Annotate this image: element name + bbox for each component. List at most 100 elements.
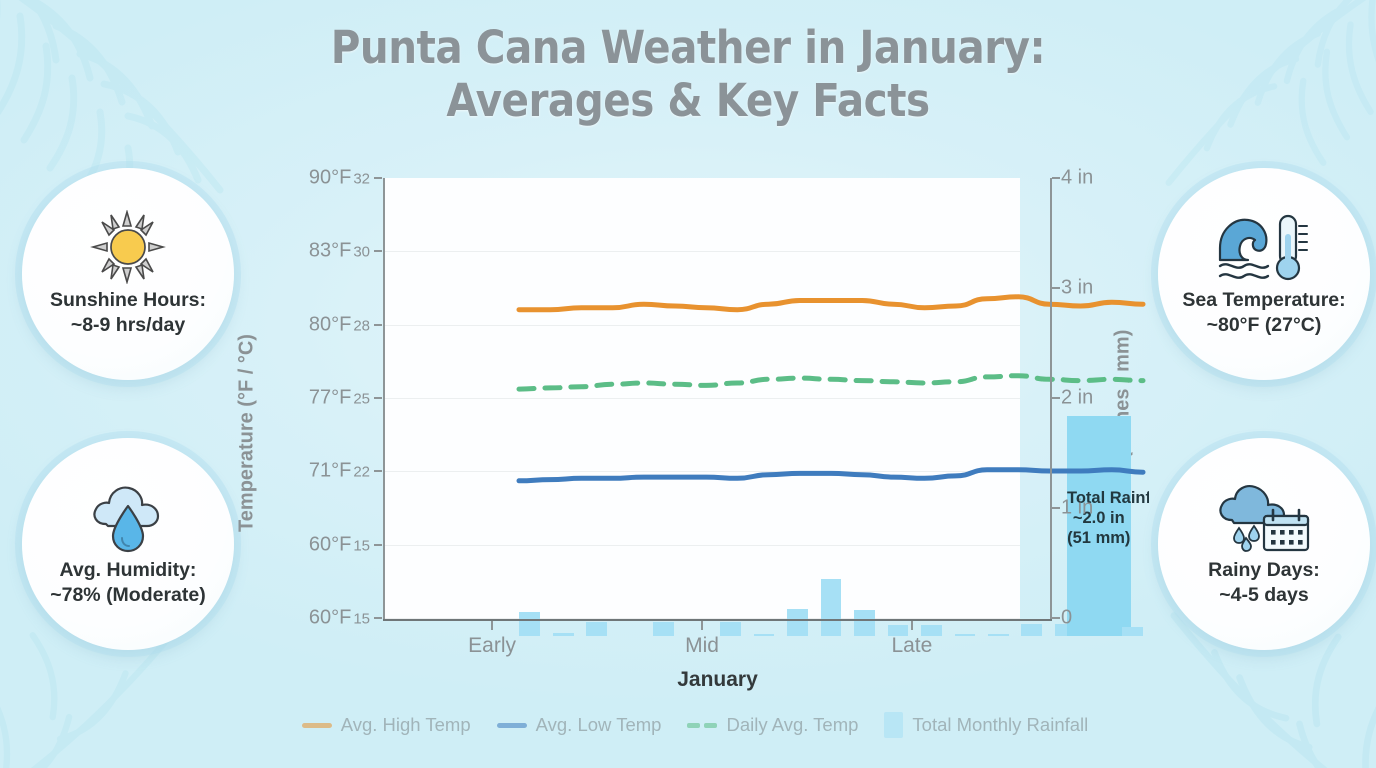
legend-line-swatch <box>301 722 332 728</box>
palm-leaf-watermark-bottom-left <box>0 548 260 768</box>
y-label-celsius: 32 <box>353 170 370 188</box>
y-label-fahrenheit: 83°F <box>308 239 352 262</box>
info-card-label: Avg. Humidity: <box>59 559 197 582</box>
x-axis-label: Mid <box>685 634 719 657</box>
y-axis-left-tick <box>374 543 382 546</box>
rainfall-bar <box>921 625 942 636</box>
gridline <box>384 324 1020 326</box>
y-axis-right-tick <box>1052 177 1060 179</box>
y-axis-left-tick <box>374 470 382 473</box>
y-axis-left-label: 60°F 15 <box>309 607 370 630</box>
gridline <box>384 618 1020 619</box>
info-card-sea-temperature[interactable]: Sea Temperature: ~80°F (27°C) <box>1158 168 1370 380</box>
rainfall-bar <box>1021 623 1043 636</box>
rainfall-bar <box>552 632 574 636</box>
y-axis-left-label: 80°F 28 <box>309 313 370 336</box>
info-card-text: Avg. Humidity: ~78% (Moderate) <box>40 558 216 608</box>
rainfall-bar <box>720 621 741 636</box>
x-axis-title: January <box>677 668 758 691</box>
x-axis-tick <box>491 621 494 630</box>
y-axis-left-line <box>383 178 385 620</box>
y-axis-right-line <box>1050 178 1052 620</box>
page-title-line-2: Averages & Key Facts <box>446 74 930 128</box>
palm-leaf-watermark-bottom-right <box>1096 548 1376 768</box>
info-card-text: Rainy Days: ~4-5 days <box>1198 558 1330 608</box>
sun-icon <box>89 210 167 285</box>
legend-item[interactable]: Avg. Low Temp <box>496 714 661 736</box>
info-card-avg-humidity[interactable]: Avg. Humidity: ~78% (Moderate) <box>22 438 234 650</box>
rainfall-bar <box>519 611 541 636</box>
series-line-avg-low-temp <box>516 467 1146 484</box>
legend-line-swatch <box>496 722 527 728</box>
y-axis-right-label: 4 in <box>1061 166 1094 189</box>
legend-label: Daily Avg. Temp <box>726 714 859 735</box>
wave-thermometer-icon <box>1214 210 1314 284</box>
y-axis-left-tick <box>374 177 382 179</box>
info-card-value: ~4-5 days <box>1219 584 1309 606</box>
y-label-celsius: 28 <box>353 317 370 335</box>
y-label-fahrenheit: 77°F <box>308 386 352 409</box>
rainfall-bar <box>854 609 875 636</box>
y-axis-left-label: 90°F 32 <box>309 167 370 190</box>
rainfall-bars: Total Rainfall: ~2.0 in(51 mm) <box>513 196 1149 636</box>
weather-chart: Temperature (°F / °C) Rainfall (inches /… <box>236 160 1150 705</box>
x-axis-line <box>383 619 1052 621</box>
y-label-celsius: 30 <box>353 243 370 261</box>
annotation-line3: (51 mm) <box>1067 529 1131 548</box>
page-title-line-1: Punta Cana Weather in January: <box>330 21 1046 74</box>
chart-legend: Avg. High Temp Avg. Low Temp Daily Avg. Te… <box>255 712 1135 738</box>
rainfall-bar <box>1121 627 1143 636</box>
series-line-daily-avg-temp <box>516 373 1146 392</box>
rainfall-bar <box>820 578 842 636</box>
rainfall-bar <box>887 625 909 636</box>
x-axis-label: Late <box>891 634 933 657</box>
y-label-celsius: 25 <box>353 390 370 408</box>
info-card-value: ~8-9 hrs/day <box>70 314 186 336</box>
info-card-rainy-days[interactable]: Rainy Days: ~4-5 days <box>1158 438 1370 650</box>
rainfall-bar <box>954 633 976 636</box>
total-rainfall-annotation: Total Rainfall: ~2.0 in(51 mm) <box>1067 488 1149 548</box>
gridline <box>384 544 1020 546</box>
y-label-celsius: 15 <box>353 537 370 555</box>
y-axis-left-label: 71°F 22 <box>309 460 370 483</box>
y-axis-right-label: 2 in <box>1061 386 1094 409</box>
rainfall-bar <box>753 633 775 636</box>
y-axis-left-tick <box>374 250 382 253</box>
page-title: Punta Cana Weather in January: Averages … <box>0 24 1376 125</box>
legend-item[interactable]: Avg. High Temp <box>301 714 471 736</box>
y-axis-right-label: 0 <box>1061 606 1073 629</box>
y-axis-right-label: 3 in <box>1061 276 1094 299</box>
annotation-line2: ~2.0 in <box>1072 509 1125 528</box>
cloud-droplet-icon <box>86 480 170 554</box>
info-card-label: Rainy Days: <box>1208 559 1320 582</box>
legend-item[interactable]: Total Monthly Rainfall <box>884 712 1088 738</box>
y-axis-left-label: 60°F 15 <box>309 533 370 556</box>
rainfall-bar <box>653 621 674 636</box>
y-axis-left-label: 77°F 25 <box>309 387 370 410</box>
y-label-celsius: 15 <box>353 610 370 628</box>
y-label-fahrenheit: 80°F <box>308 313 352 336</box>
y-axis-left-label: 83°F 30 <box>309 240 370 263</box>
y-axis-left-tick <box>374 617 382 619</box>
info-card-sunshine-hours[interactable]: Sunshine Hours: ~8-9 hrs/day <box>22 168 234 380</box>
y-label-fahrenheit: 90°F <box>308 166 352 189</box>
palm-leaf-watermark-top-right <box>1096 0 1376 250</box>
rainfall-bar <box>787 608 808 636</box>
y-axis-right-tick <box>1052 287 1060 289</box>
info-card-label: Sunshine Hours: <box>49 289 206 312</box>
legend-label: Total Monthly Rainfall <box>912 714 1089 735</box>
info-card-label: Sea Temperature: <box>1182 289 1346 312</box>
y-axis-left-tick <box>374 323 382 326</box>
legend-label: Avg. High Temp <box>340 714 471 735</box>
legend-item[interactable]: Daily Avg. Temp <box>687 714 858 736</box>
rainfall-bar <box>586 621 608 636</box>
y-axis-left-tick <box>374 397 382 399</box>
y-axis-left-title: Temperature (°F / °C) <box>235 333 258 532</box>
info-card-value: ~80°F (27°C) <box>1206 314 1322 336</box>
plot-area: Total Rainfall: ~2.0 in(51 mm) <box>384 178 1149 636</box>
x-axis-tick <box>701 621 703 630</box>
temperature-lines <box>516 294 1146 484</box>
gridline <box>384 398 1020 399</box>
y-axis-right-tick <box>1052 507 1060 509</box>
